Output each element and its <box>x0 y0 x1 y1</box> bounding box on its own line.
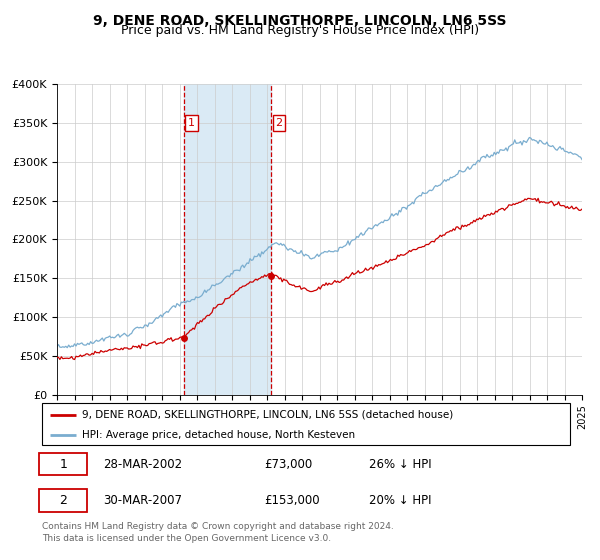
FancyBboxPatch shape <box>40 453 87 475</box>
Bar <box>184 84 271 395</box>
Text: 28-MAR-2002: 28-MAR-2002 <box>103 458 182 470</box>
Text: Price paid vs. HM Land Registry's House Price Index (HPI): Price paid vs. HM Land Registry's House … <box>121 24 479 37</box>
Text: £73,000: £73,000 <box>264 458 312 470</box>
Text: 2: 2 <box>59 494 67 507</box>
Text: 9, DENE ROAD, SKELLINGTHORPE, LINCOLN, LN6 5SS (detached house): 9, DENE ROAD, SKELLINGTHORPE, LINCOLN, L… <box>82 409 453 419</box>
Text: Contains HM Land Registry data © Crown copyright and database right 2024.
This d: Contains HM Land Registry data © Crown c… <box>42 522 394 543</box>
Text: 30-MAR-2007: 30-MAR-2007 <box>103 494 182 507</box>
Text: HPI: Average price, detached house, North Kesteven: HPI: Average price, detached house, Nort… <box>82 430 355 440</box>
Text: 2: 2 <box>275 118 283 128</box>
FancyBboxPatch shape <box>40 489 87 512</box>
Text: 26% ↓ HPI: 26% ↓ HPI <box>370 458 432 470</box>
Text: £153,000: £153,000 <box>264 494 319 507</box>
Text: 1: 1 <box>188 118 195 128</box>
Text: 20% ↓ HPI: 20% ↓ HPI <box>370 494 432 507</box>
Text: 9, DENE ROAD, SKELLINGTHORPE, LINCOLN, LN6 5SS: 9, DENE ROAD, SKELLINGTHORPE, LINCOLN, L… <box>93 14 507 28</box>
Text: 1: 1 <box>59 458 67 470</box>
